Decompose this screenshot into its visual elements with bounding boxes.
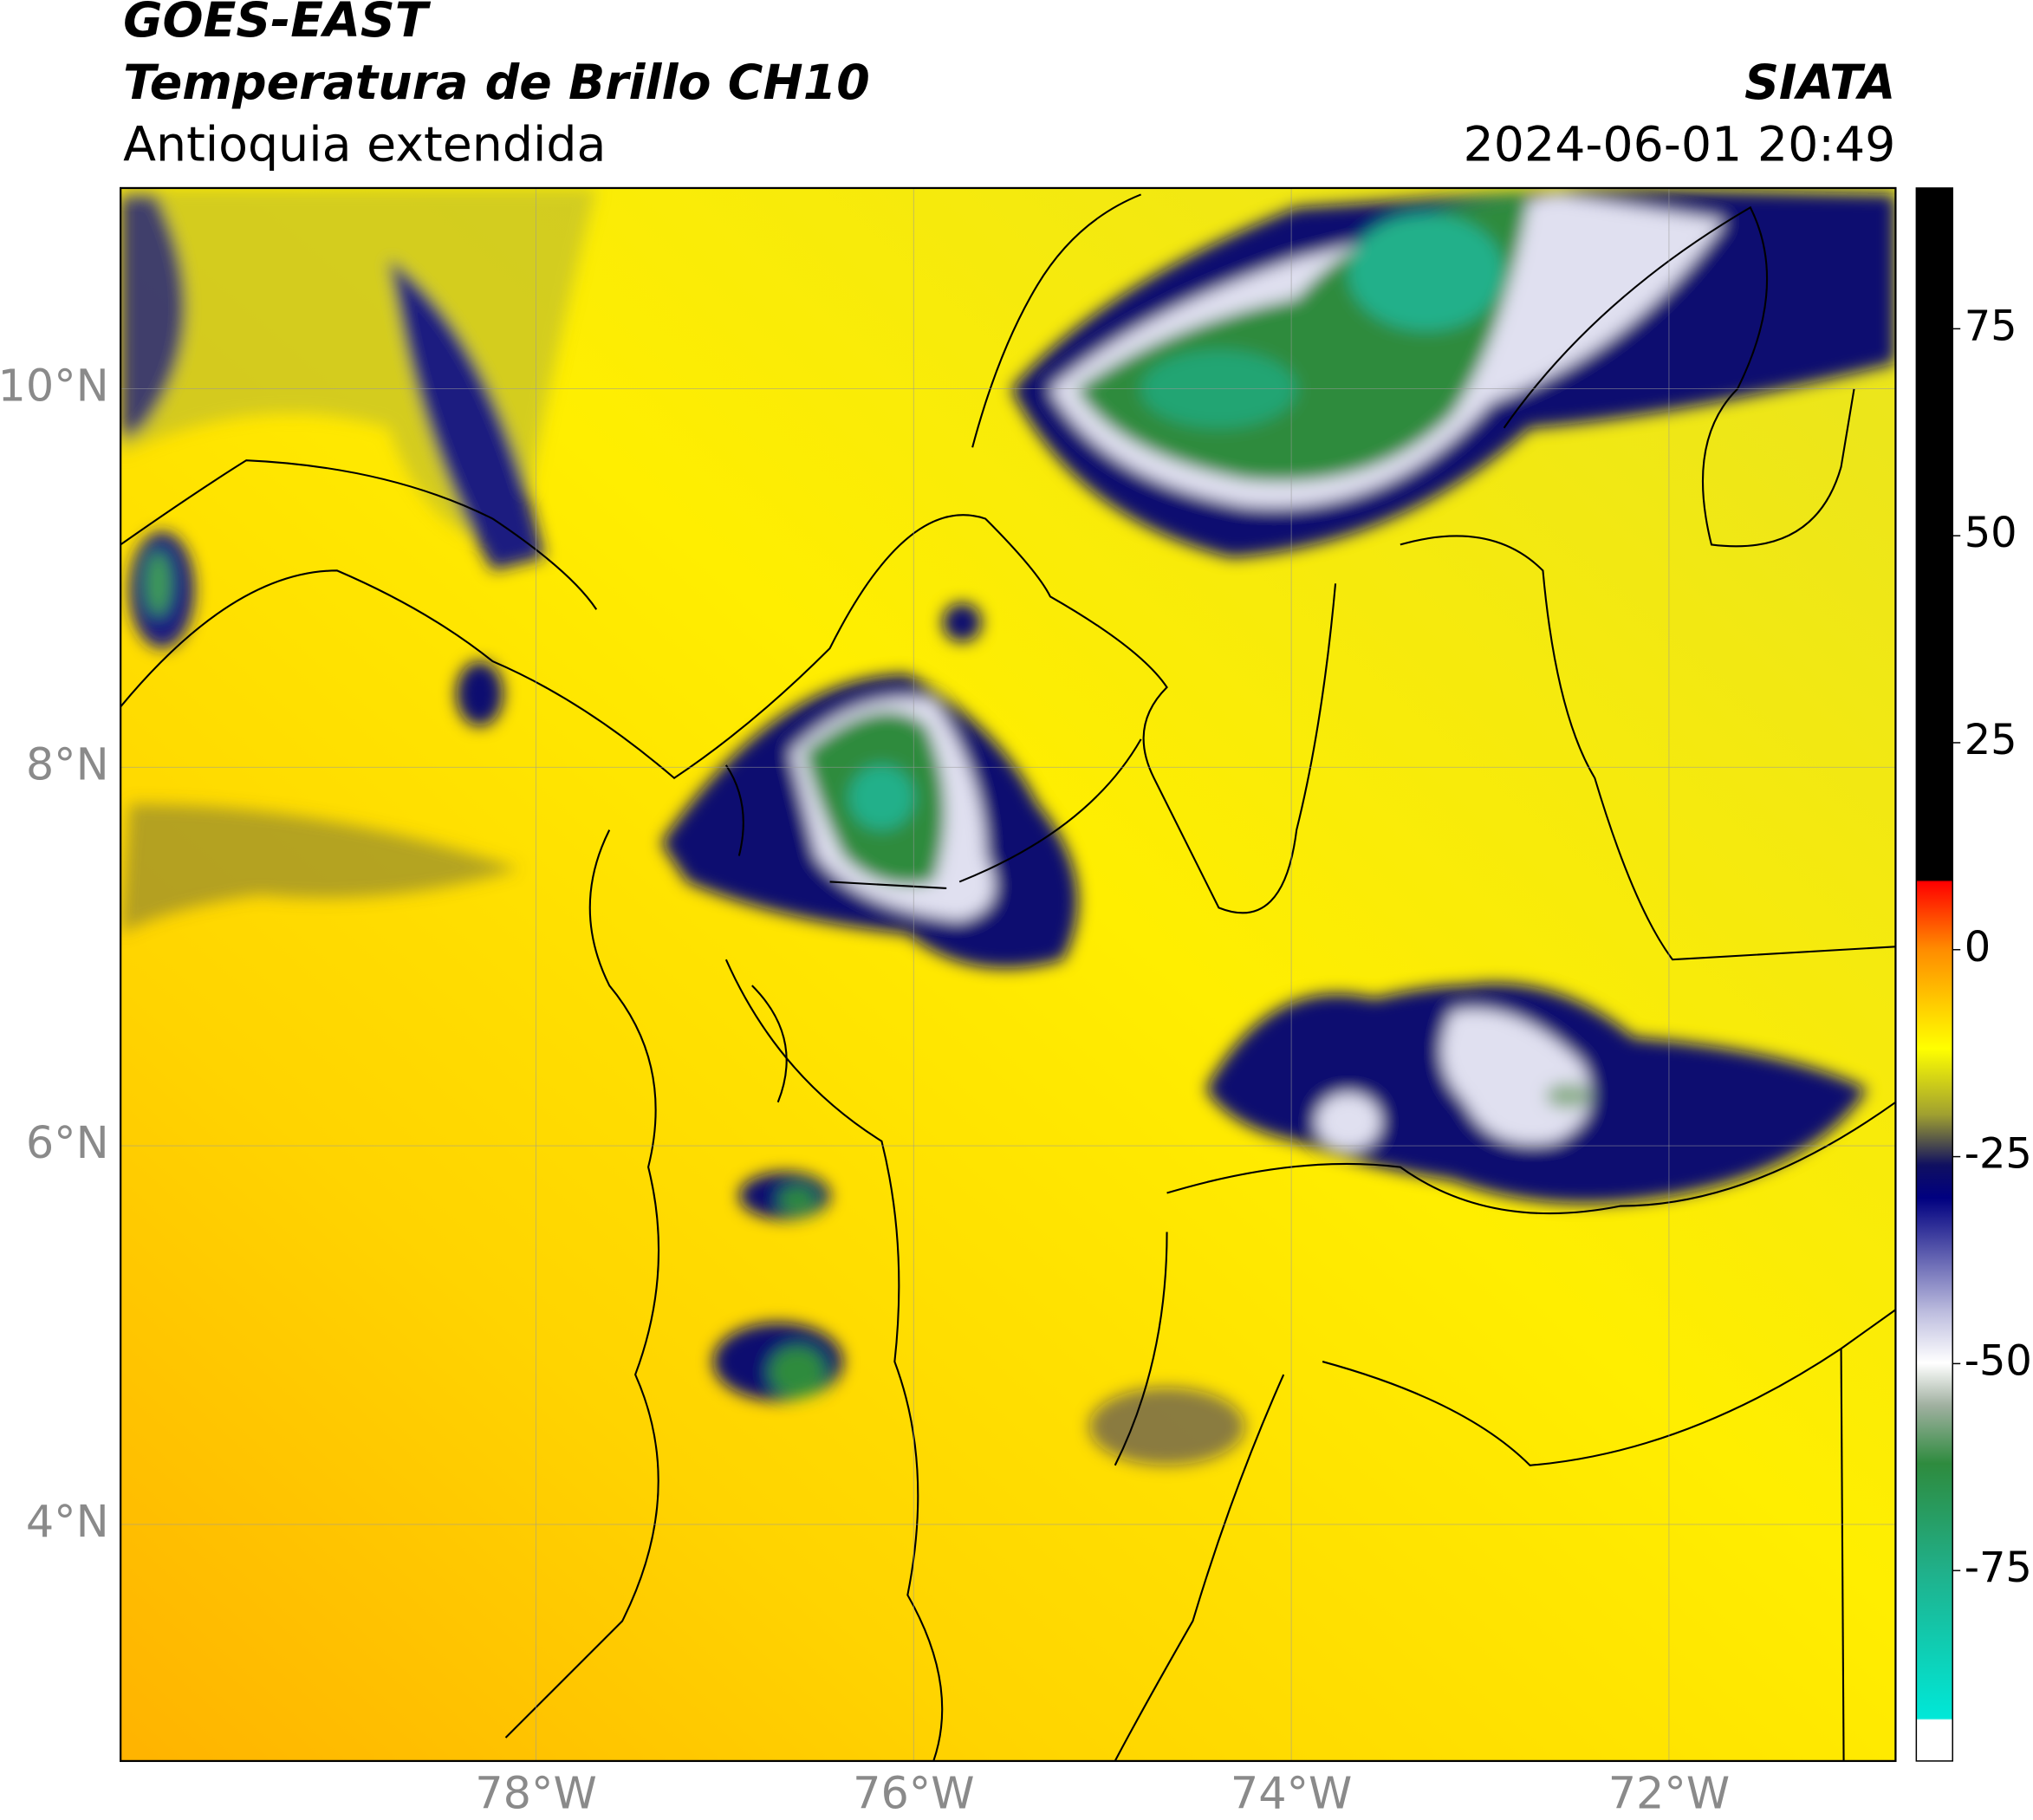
datetime: 2024-06-01 20:49 <box>1464 118 1896 173</box>
y-tick-label: 6°N <box>26 1117 109 1168</box>
colorbar-tick-label: -25 <box>1965 1131 2032 1179</box>
colorbar-tick-label: 0 <box>1965 924 1991 972</box>
cloud-field <box>120 187 1896 1466</box>
borders <box>120 193 1896 1761</box>
map <box>120 187 1896 1761</box>
source: SIATA <box>1744 55 1895 111</box>
x-tick-label: 72°W <box>1608 1767 1730 1818</box>
y-tick-label: 10°N <box>0 360 109 411</box>
colorbar-tick-label: 75 <box>1965 302 2017 350</box>
colorbar <box>1915 187 1953 1762</box>
region: Antioquia extendida <box>123 118 606 173</box>
y-tick-label: 8°N <box>26 738 109 790</box>
x-tick-label: 78°W <box>475 1767 596 1818</box>
title-line1: GOES-EAST <box>123 0 432 49</box>
title-line2: Temperatura de Brillo CH10 <box>123 55 870 111</box>
colorbar-tick-label: -50 <box>1965 1337 2032 1385</box>
map-frame <box>120 186 1897 1763</box>
grid <box>120 187 1896 1761</box>
colorbar-tick-label: -75 <box>1965 1544 2032 1592</box>
colorbar-tick-label: 25 <box>1965 717 2017 764</box>
y-tick-label: 4°N <box>26 1496 109 1547</box>
colorbar-tick-label: 50 <box>1965 510 2017 557</box>
x-tick-label: 74°W <box>1231 1767 1352 1818</box>
x-tick-label: 76°W <box>853 1767 974 1818</box>
